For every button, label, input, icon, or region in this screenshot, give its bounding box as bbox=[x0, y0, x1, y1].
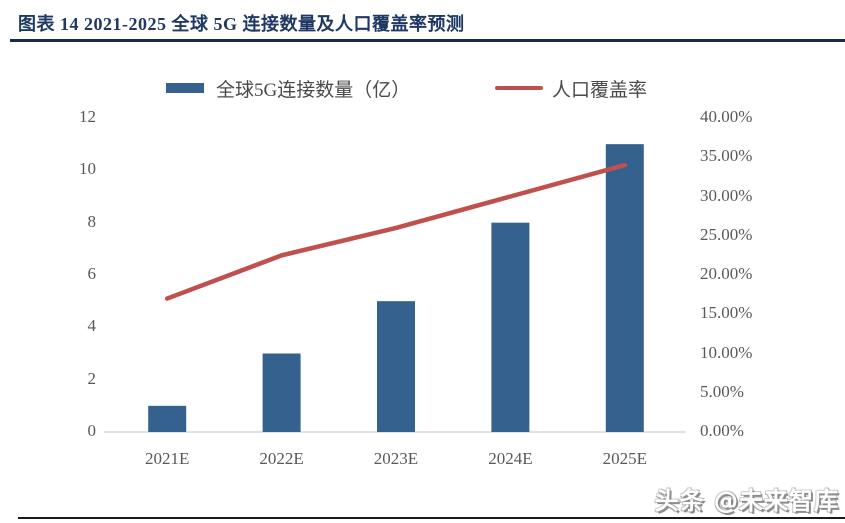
legend-bar-label: 全球5G连接数量（亿） bbox=[216, 79, 411, 101]
y-left-tick: 0 bbox=[87, 421, 97, 440]
watermark: 头条 @未来智库 bbox=[654, 487, 839, 515]
y-left-tick: 4 bbox=[87, 316, 97, 336]
y-right-tick: 25.00% bbox=[700, 224, 753, 244]
x-tick: 2022E bbox=[259, 449, 304, 468]
legend-item-bars: 全球5G连接数量（亿） bbox=[166, 76, 411, 101]
y-right-tick: 40.00% bbox=[700, 107, 753, 126]
x-tick: 2021E bbox=[144, 449, 190, 468]
y-right-tick: 0.00% bbox=[700, 421, 744, 440]
line-series-swatch-icon bbox=[495, 86, 543, 90]
legend-item-line: 人口覆盖率 bbox=[495, 76, 648, 101]
bar-2022E bbox=[262, 353, 301, 432]
x-tick: 2024E bbox=[488, 449, 533, 468]
bar-2023E bbox=[377, 301, 415, 432]
y-right-tick: 5.00% bbox=[700, 381, 744, 401]
x-tick: 2023E bbox=[373, 449, 419, 468]
y-left-tick: 8 bbox=[87, 211, 97, 231]
x-tick: 2025E bbox=[602, 449, 647, 468]
legend-line-label: 人口覆盖率 bbox=[552, 79, 648, 101]
chart-title: 图表 14 2021-2025 全球 5G 连接数量及人口覆盖率预测 bbox=[18, 14, 465, 34]
y-right-tick: 15.00% bbox=[700, 303, 753, 323]
y-left-tick: 6 bbox=[87, 264, 97, 283]
page-footer-divider bbox=[18, 517, 845, 519]
y-left-tick: 12 bbox=[79, 107, 96, 126]
y-left-tick: 2 bbox=[87, 368, 97, 388]
bar-2025E bbox=[605, 144, 644, 432]
y-left-tick: 10 bbox=[79, 159, 96, 179]
y-right-tick: 20.00% bbox=[700, 264, 753, 283]
title-divider bbox=[10, 39, 845, 42]
y-right-tick: 10.00% bbox=[700, 342, 753, 362]
bar-2024E bbox=[491, 222, 530, 432]
bar-2021E bbox=[148, 405, 187, 432]
bar-series-swatch-icon bbox=[166, 83, 204, 93]
coverage-line bbox=[164, 162, 628, 301]
y-right-tick: 35.00% bbox=[700, 146, 753, 166]
y-right-tick: 30.00% bbox=[700, 185, 753, 205]
